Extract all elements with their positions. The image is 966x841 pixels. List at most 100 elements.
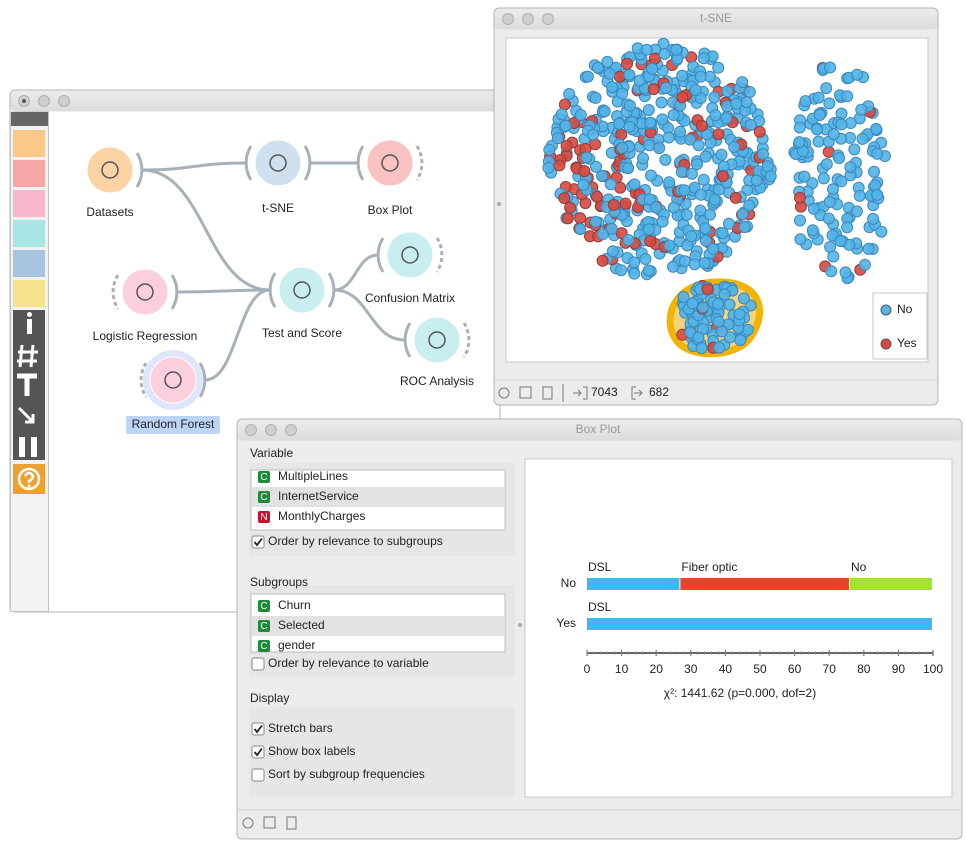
window-buttons[interactable] <box>18 95 70 107</box>
point <box>642 223 655 236</box>
section-heading: Variable <box>250 446 293 460</box>
output-channel <box>462 322 471 358</box>
point <box>728 141 741 153</box>
point <box>667 260 679 273</box>
point <box>729 191 742 204</box>
checkbox[interactable]: Sort by subgroup frequencies <box>251 767 425 782</box>
link <box>176 288 271 294</box>
node-icon <box>86 146 134 194</box>
point <box>716 170 729 183</box>
point <box>688 258 701 271</box>
point <box>696 301 709 314</box>
point <box>689 84 702 97</box>
point <box>628 267 641 280</box>
point <box>655 96 668 109</box>
status-icons[interactable] <box>498 384 643 402</box>
row-label: No <box>561 576 577 590</box>
point <box>667 201 680 214</box>
list-item[interactable]: N MonthlyCharges <box>258 509 365 523</box>
point <box>820 158 833 171</box>
node-label: t-SNE <box>262 201 294 215</box>
point <box>794 214 806 227</box>
point <box>723 298 736 311</box>
status-icons[interactable] <box>242 816 297 830</box>
point <box>841 221 854 234</box>
list-item[interactable]: C MultipleLines <box>258 469 348 483</box>
point <box>712 128 725 141</box>
input-channel <box>403 322 412 358</box>
boxplot-window: Box Plot Variable C MultipleLines C Internet… <box>236 418 963 840</box>
point <box>811 123 823 136</box>
widget-node[interactable] <box>139 350 207 410</box>
checkbox[interactable]: Stretch bars <box>251 721 333 736</box>
tick-label: 50 <box>753 662 767 676</box>
point <box>663 239 676 252</box>
point <box>720 112 733 125</box>
point <box>743 199 756 212</box>
point <box>741 323 754 336</box>
checkbox[interactable]: Order by relevance to variable <box>251 656 429 671</box>
list-item[interactable]: C Selected <box>252 616 504 636</box>
title-bar <box>494 8 938 30</box>
input-channel <box>376 237 385 273</box>
window-dot <box>22 99 26 103</box>
point <box>750 174 763 187</box>
window-buttons[interactable] <box>245 424 297 436</box>
point <box>574 212 587 225</box>
point <box>736 76 749 89</box>
point <box>623 68 636 81</box>
point <box>619 197 632 210</box>
item-name: gender <box>278 638 315 652</box>
checkbox-label: Show box labels <box>268 744 355 758</box>
window-buttons[interactable] <box>502 13 554 25</box>
point <box>695 342 708 355</box>
type-badge <box>258 471 270 483</box>
point <box>677 291 690 303</box>
selected-label-bg <box>126 416 220 434</box>
widget-node[interactable] <box>403 316 471 364</box>
list-item[interactable]: C Churn <box>258 598 311 612</box>
point <box>734 334 747 347</box>
point <box>564 201 577 214</box>
checkbox-label: Order by relevance to subgroups <box>268 534 443 548</box>
segment-label: DSL <box>588 600 612 614</box>
checkbox[interactable]: Order by relevance to subgroups <box>251 534 443 549</box>
node-label: Box Plot <box>368 203 413 217</box>
statistic: χ²: 1441.62 (p=0.000, dof=2) <box>664 686 816 700</box>
point <box>623 120 636 133</box>
bar-segment <box>587 618 932 630</box>
point <box>699 222 712 235</box>
list-item[interactable]: C InternetService <box>252 487 504 507</box>
widget-node[interactable] <box>376 231 444 279</box>
point <box>794 233 807 246</box>
toolbox-icons[interactable] <box>13 130 45 494</box>
widget-node[interactable] <box>268 266 336 314</box>
widget-node[interactable] <box>356 139 424 187</box>
point <box>574 109 587 121</box>
splitter[interactable] <box>518 623 522 627</box>
point <box>650 201 662 214</box>
splitter[interactable] <box>497 202 501 206</box>
point <box>591 190 603 203</box>
scatter <box>542 37 891 355</box>
point <box>869 179 882 192</box>
check-mark <box>253 724 263 734</box>
node-glyph <box>401 246 419 264</box>
point <box>558 192 571 205</box>
control-panel: Variable C MultipleLines C InternetService N M… <box>250 446 504 782</box>
widget-node[interactable] <box>111 268 179 316</box>
point <box>730 97 743 110</box>
widget-node[interactable] <box>76 146 144 194</box>
point <box>604 178 617 191</box>
input-count: 7043 <box>591 385 618 399</box>
point <box>605 222 618 235</box>
point <box>643 193 656 206</box>
checkbox[interactable]: Show box labels <box>251 744 355 759</box>
node-icon <box>413 316 461 364</box>
node-label: Random Forest <box>132 417 215 431</box>
toolbox-header <box>11 112 48 126</box>
widget-node[interactable] <box>244 139 312 187</box>
node-glyph <box>293 281 311 299</box>
